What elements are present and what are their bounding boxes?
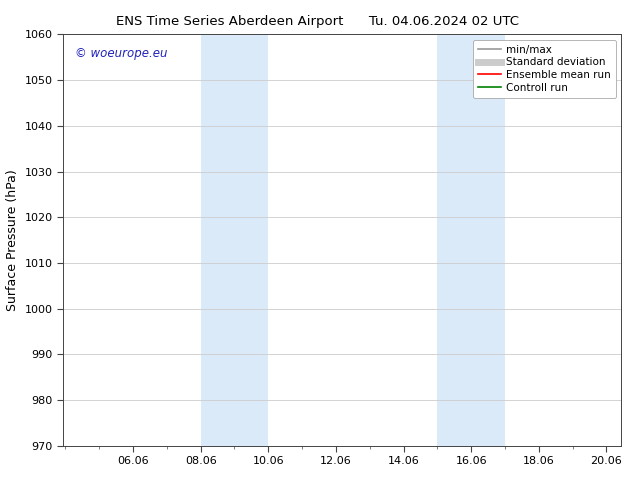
- Y-axis label: Surface Pressure (hPa): Surface Pressure (hPa): [6, 169, 19, 311]
- Text: © woeurope.eu: © woeurope.eu: [75, 47, 167, 60]
- Bar: [201, 34, 268, 446]
- Text: ENS Time Series Aberdeen Airport      Tu. 04.06.2024 02 UTC: ENS Time Series Aberdeen Airport Tu. 04.…: [115, 15, 519, 28]
- Bar: [437, 34, 505, 446]
- Legend: min/max, Standard deviation, Ensemble mean run, Controll run: min/max, Standard deviation, Ensemble me…: [473, 40, 616, 98]
